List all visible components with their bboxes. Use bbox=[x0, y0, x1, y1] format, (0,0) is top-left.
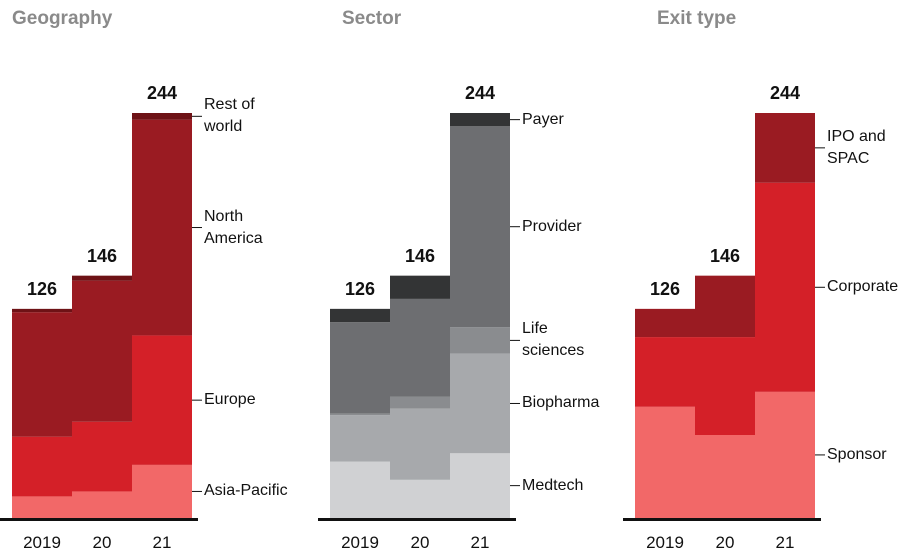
legend-label: Asia-Pacific bbox=[204, 482, 288, 500]
bar-segment bbox=[12, 436, 72, 497]
bar-segment bbox=[390, 408, 450, 480]
bar-segment bbox=[390, 396, 450, 409]
legend-label: Sponsor bbox=[827, 445, 887, 463]
panel-title: Exit type bbox=[657, 8, 737, 29]
legend-label: IPO and SPAC bbox=[827, 127, 886, 167]
bar-segment bbox=[450, 327, 510, 354]
bar-segment bbox=[330, 413, 390, 416]
legend-label: Life sciences bbox=[522, 320, 585, 360]
bar-segment bbox=[132, 335, 192, 465]
bar-segment bbox=[450, 126, 510, 328]
legend-label: Biopharma bbox=[522, 394, 600, 412]
bar-segment bbox=[72, 491, 132, 518]
total-label: 244 bbox=[146, 83, 178, 103]
bar-segment bbox=[695, 337, 755, 436]
total-label: 244 bbox=[769, 83, 801, 103]
bar-segment bbox=[635, 308, 695, 338]
legend-label: Corporate bbox=[827, 278, 899, 296]
total-label: 126 bbox=[26, 278, 58, 299]
total-label: 146 bbox=[709, 245, 741, 266]
legend-label: Rest of world bbox=[204, 96, 255, 136]
x-tick-label: 20 bbox=[92, 533, 112, 552]
bar-segment bbox=[755, 182, 815, 392]
bar-segment bbox=[450, 113, 510, 127]
panel-title: Geography bbox=[12, 8, 113, 29]
legend-label: Provider bbox=[522, 217, 582, 235]
x-tick-label: 21 bbox=[775, 533, 795, 552]
bar-segment bbox=[12, 308, 72, 313]
bar-segment bbox=[450, 453, 510, 518]
bar-segment bbox=[330, 415, 390, 462]
legend-label: North America bbox=[204, 207, 263, 247]
x-tick-label: 2019 bbox=[646, 533, 684, 552]
bar-segment bbox=[72, 421, 132, 492]
bar-segment bbox=[72, 275, 132, 281]
bar-segment bbox=[390, 275, 450, 299]
bar-segment bbox=[635, 406, 695, 518]
bar-segment bbox=[72, 280, 132, 422]
bar-segment bbox=[132, 119, 192, 336]
bar-segment bbox=[12, 312, 72, 437]
total-label: 126 bbox=[649, 278, 681, 299]
bar-segment bbox=[695, 275, 755, 338]
x-tick-label: 2019 bbox=[23, 533, 61, 552]
bar-segment bbox=[330, 308, 390, 323]
legend-label: Payer bbox=[522, 110, 564, 128]
x-tick-label: 20 bbox=[410, 533, 430, 552]
total-label: 126 bbox=[344, 278, 376, 299]
total-label: 146 bbox=[404, 245, 436, 266]
legend-label: Europe bbox=[204, 391, 256, 409]
bar-segment bbox=[330, 461, 390, 518]
bar-segment bbox=[635, 337, 695, 407]
x-tick-label: 21 bbox=[470, 533, 490, 552]
bar-segment bbox=[695, 435, 755, 518]
bar-segment bbox=[132, 464, 192, 518]
x-tick-label: 2019 bbox=[341, 533, 379, 552]
bar-segment bbox=[450, 353, 510, 454]
bar-segment bbox=[132, 113, 192, 120]
bar-segment bbox=[755, 391, 815, 518]
bar-segment bbox=[755, 113, 815, 183]
x-tick-label: 20 bbox=[715, 533, 735, 552]
bar-segment bbox=[12, 496, 72, 518]
legend-label: Medtech bbox=[522, 476, 584, 494]
bar-segment bbox=[390, 298, 450, 397]
x-tick-label: 21 bbox=[152, 533, 172, 552]
panel-title: Sector bbox=[342, 8, 402, 29]
bar-segment bbox=[390, 479, 450, 518]
bar-segment bbox=[330, 322, 390, 414]
total-label: 244 bbox=[464, 83, 496, 103]
total-label: 146 bbox=[86, 245, 118, 266]
